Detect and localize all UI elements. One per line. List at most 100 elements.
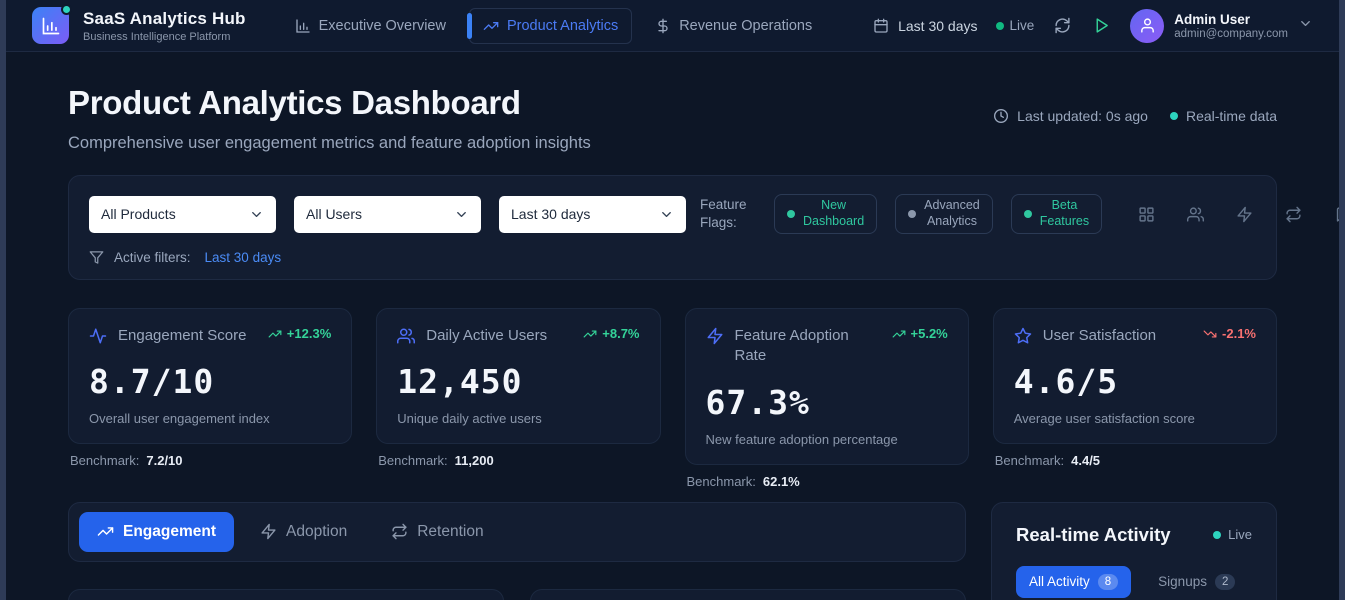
layout-grid-button[interactable] [1136,204,1157,225]
nav-item-executive-overview[interactable]: Executive Overview [282,9,459,43]
users-icon [1187,206,1205,222]
kpi-cell: Feature Adoption Rate +5.2% 67.3% New fe… [684,308,969,489]
play-icon [1096,18,1109,33]
benchmark-label: Benchmark: [70,453,140,469]
tab-retention[interactable]: Retention [373,512,501,552]
benchmark-label: Benchmark: [994,453,1065,469]
user-email: admin@company.com [1174,27,1288,40]
live-label: Live [1228,527,1252,542]
zap-icon [707,327,722,345]
nav-item-product-analytics[interactable]: Product Analytics [466,7,633,44]
trending-up-icon [583,330,597,337]
kpi-change-value: -2.1% [1222,326,1256,341]
chevron-down-icon [252,211,261,217]
brand-text: SaaS Analytics Hub Business Intelligence… [83,9,246,43]
star-icon [1014,327,1031,344]
users-icon [397,328,416,344]
tab-engagement[interactable]: Engagement [79,511,235,552]
app-window: SaaS Analytics Hub Business Intelligence… [6,0,1339,600]
chevron-down-icon [662,211,671,217]
avatar [1130,8,1165,43]
kpi-change-value: +12.3% [286,326,332,341]
activity-icon [89,328,107,344]
flag-label: New Dashboard [803,198,865,228]
kpi-benchmark: Benchmark: 7.2/10 [68,453,352,468]
user-segment-select[interactable]: All Users [294,195,481,233]
clock-icon [994,109,1009,123]
kpi-benchmark: Benchmark: 11,200 [376,453,660,468]
trending-down-icon [1203,330,1217,337]
feature-flags-label: Feature Flags: [700,196,747,230]
brand-name: SaaS Analytics Hub [83,8,246,28]
kpi-value: 8.7/10 [89,362,215,402]
bookmark-button[interactable] [1332,204,1339,225]
refresh-button[interactable] [1052,15,1073,36]
kpi-cell: User Satisfaction -2.1% 4.6/5 Average us… [992,308,1277,489]
nav-label: Executive Overview [318,17,446,34]
kpi-card-daily-active-users[interactable]: Daily Active Users +8.7% 12,450 Unique d… [376,308,661,445]
kpi-change-value: +8.7% [602,326,640,341]
play-button[interactable] [1091,15,1112,36]
date-range-selector[interactable]: Last 30 days [873,18,978,34]
kpi-description: Unique daily active users [397,411,542,427]
user-menu[interactable]: Admin User admin@company.com [1130,8,1313,43]
kpi-value: 12,450 [397,362,523,402]
benchmark-label: Benchmark: [378,453,448,469]
realtime-live-indicator: Live [1213,527,1252,542]
chart-card [68,588,504,600]
select-value: All Users [306,206,363,222]
active-tab-indicator [466,12,472,39]
kpi-card-user-satisfaction[interactable]: User Satisfaction -2.1% 4.6/5 Average us… [992,308,1277,445]
kpi-title: Daily Active Users [426,327,548,344]
realtime-activity-panel: Real-time Activity Live All Activity 8 S… [991,501,1277,600]
zap-button[interactable] [1234,204,1255,225]
zap-icon [261,523,276,540]
flag-new-dashboard[interactable]: New Dashboard [774,194,878,234]
kpi-change: +12.3% [268,326,331,341]
dollar-icon [658,18,668,33]
calendar-icon [874,18,888,33]
layout-grid-icon [1139,206,1154,222]
page-title: Product Analytics Dashboard [68,84,521,121]
kpi-cards-row: Engagement Score +12.3% 8.7/10 Overall u… [68,308,1277,489]
repeat-icon [392,523,407,540]
kpi-change: +5.2% [892,326,948,341]
flag-advanced-analytics[interactable]: Advanced Analytics [895,194,993,234]
kpi-cell: Engagement Score +12.3% 8.7/10 Overall u… [68,308,353,489]
time-range-select[interactable]: Last 30 days [499,195,686,233]
kpi-title: Engagement Score [118,327,247,344]
brand-tagline: Business Intelligence Platform [83,30,231,43]
kpi-card-engagement-score[interactable]: Engagement Score +12.3% 8.7/10 Overall u… [68,308,353,445]
kpi-title: Feature Adoption Rate [734,327,849,365]
select-value: Last 30 days [511,206,591,222]
realtime-tab-signups[interactable]: Signups 2 [1145,566,1248,598]
product-filter-select[interactable]: All Products [89,195,276,233]
tab-adoption[interactable]: Adoption [242,512,365,552]
page-subtitle: Comprehensive user engagement metrics an… [68,134,591,152]
bookmark-icon [1336,206,1339,222]
realtime-title: Real-time Activity [1016,523,1171,545]
repeat-button[interactable] [1283,204,1304,225]
kpi-benchmark: Benchmark: 4.4/5 [993,453,1277,468]
nav-item-revenue-operations[interactable]: Revenue Operations [642,9,825,43]
active-filters-row: Active filters: Last 30 days [89,250,1256,265]
kpi-cell: Daily Active Users +8.7% 12,450 Unique d… [376,308,661,489]
refresh-icon [1055,17,1070,34]
flag-beta-features[interactable]: Beta Features [1010,194,1103,234]
realtime-tab-all-activity[interactable]: All Activity 8 [1016,565,1132,598]
count-badge: 2 [1214,573,1236,590]
kpi-card-feature-adoption-rate[interactable]: Feature Adoption Rate +5.2% 67.3% New fe… [684,308,969,465]
users-button[interactable] [1185,204,1206,225]
nav-label: Product Analytics [506,17,619,34]
flag-status-dot [787,210,795,218]
user-icon [1140,18,1154,33]
chevron-down-icon [1301,20,1310,26]
realtime-label: Real-time data [1185,108,1277,124]
trending-up-icon [97,527,114,536]
count-badge: 8 [1097,573,1119,590]
tab-label: Retention [417,522,484,540]
kpi-description: Overall user engagement index [89,411,270,427]
active-filter-chip[interactable]: Last 30 days [204,250,282,265]
brand-logo [32,4,72,44]
last-updated: Last updated: 0s ago [993,108,1148,124]
